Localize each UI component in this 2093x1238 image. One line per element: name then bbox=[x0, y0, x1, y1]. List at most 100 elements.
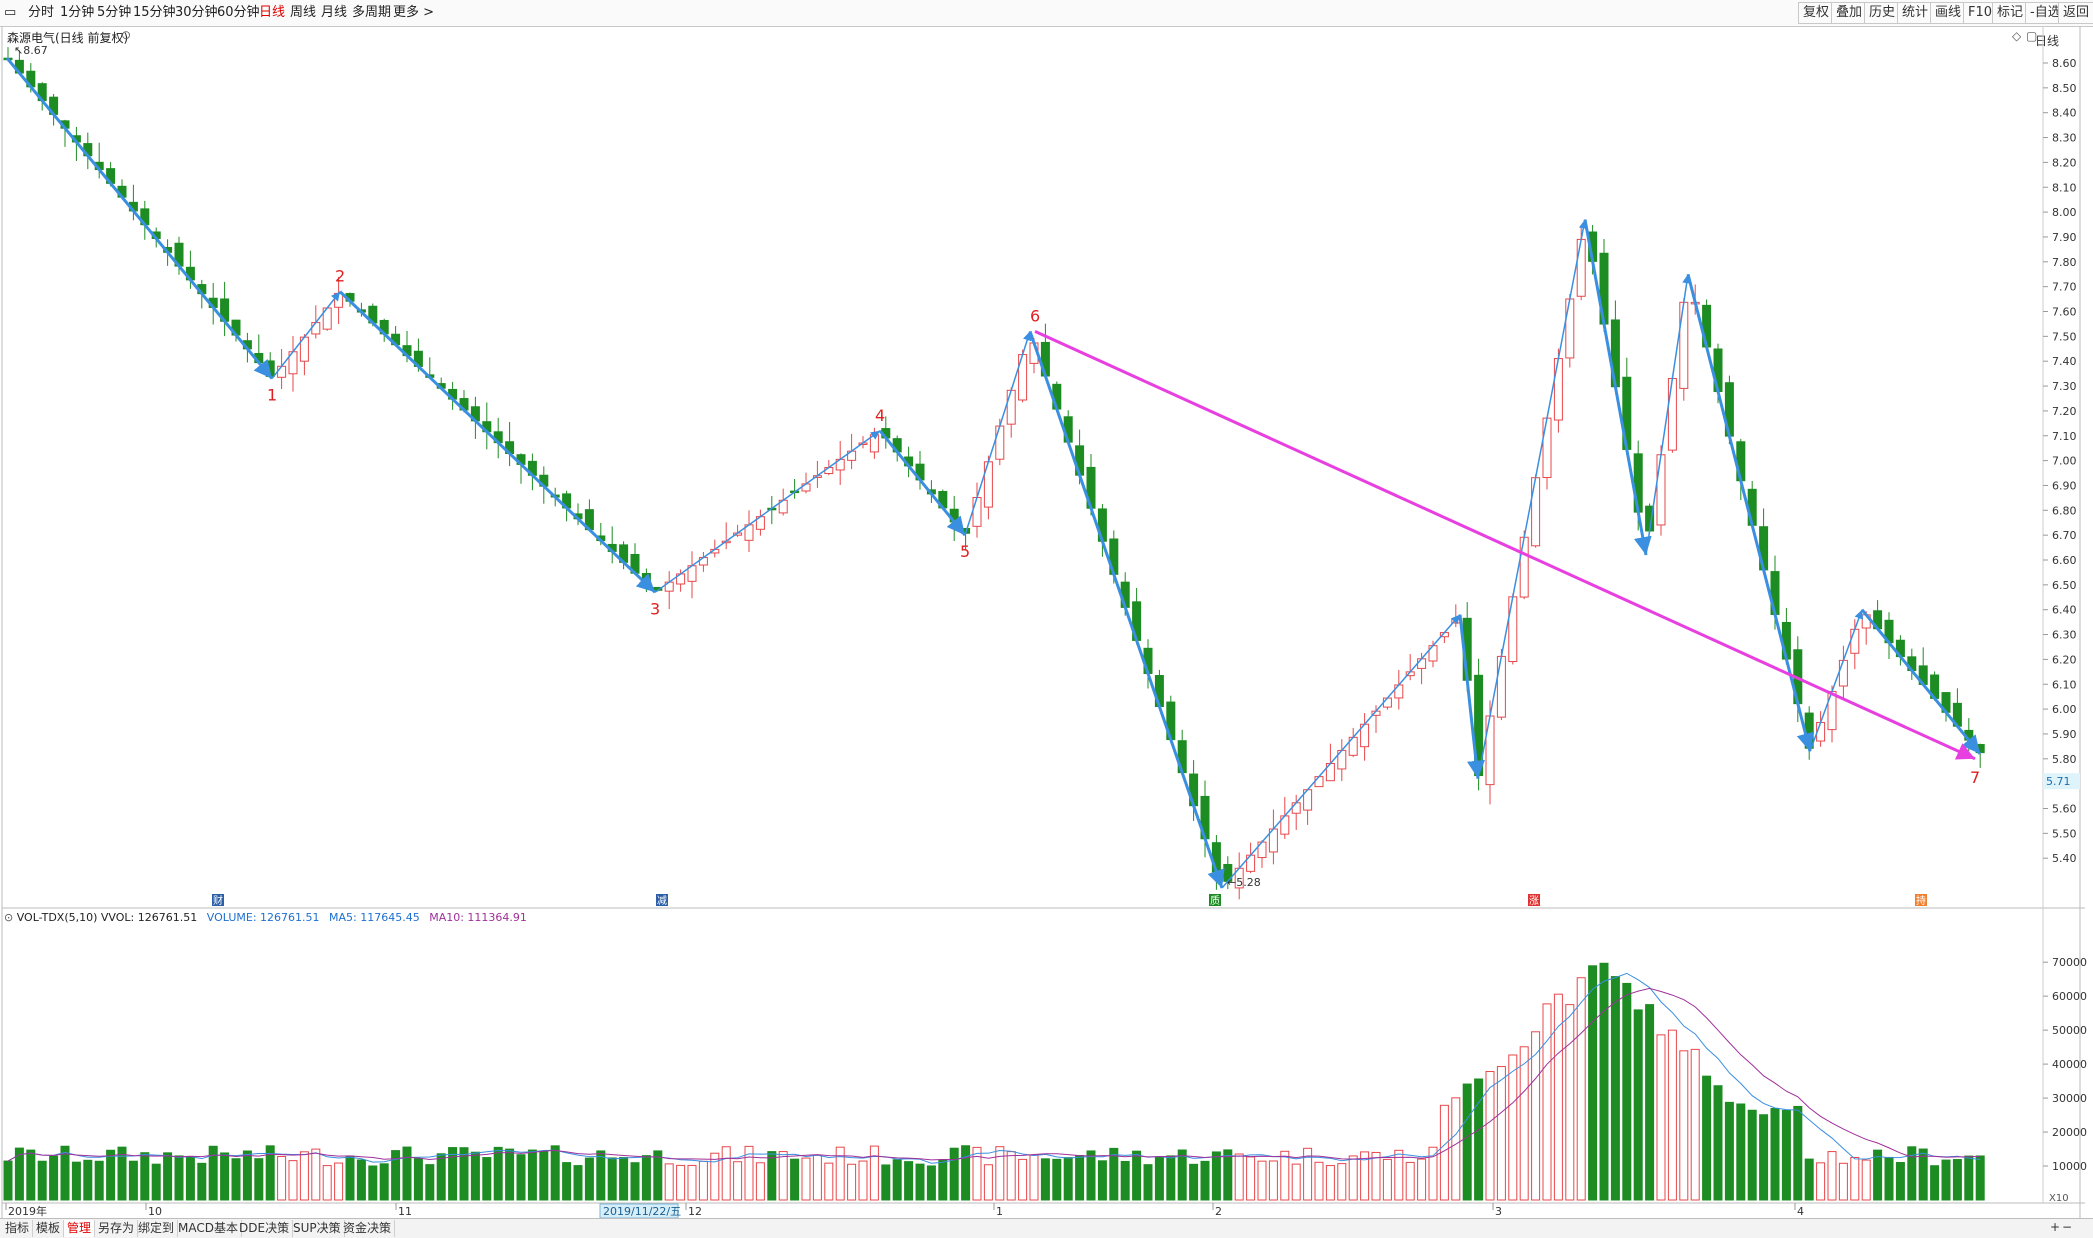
volume-bar bbox=[892, 1159, 902, 1201]
tab-save-as[interactable]: 另存为 bbox=[95, 1220, 139, 1237]
mark-button[interactable]: 标记 bbox=[1992, 2, 2029, 24]
wave-number-label: 4 bbox=[875, 406, 885, 425]
volume-bar bbox=[1075, 1154, 1085, 1201]
volume-bar bbox=[299, 1151, 309, 1201]
volume-bar bbox=[812, 1154, 822, 1201]
stats-button[interactable]: 统计 bbox=[1897, 2, 1934, 24]
candle-body bbox=[1382, 697, 1392, 708]
event-marker bbox=[212, 894, 224, 906]
axes: 8.60 8.50 8.40 8.30 8.20 8.10 8.00 7.90 7.80 7.70… bbox=[5, 57, 2087, 1218]
tab-sup[interactable]: SUP决策 bbox=[290, 1220, 345, 1237]
volume-bar bbox=[1508, 1054, 1518, 1201]
tab-manage[interactable]: 管理 bbox=[64, 1220, 96, 1237]
volume-bar bbox=[197, 1162, 207, 1201]
volume-bar bbox=[254, 1158, 264, 1201]
volume-bar bbox=[1861, 1159, 1871, 1201]
volume-bar bbox=[277, 1155, 287, 1201]
volume-bar bbox=[1018, 1158, 1028, 1201]
zoom-in-icon[interactable]: + bbox=[2050, 1220, 2061, 1234]
tab-fund[interactable]: 资金决策 bbox=[340, 1220, 396, 1237]
more-periods-button[interactable]: 更多 > bbox=[393, 5, 435, 20]
volume-bar bbox=[516, 1154, 526, 1201]
watchlist-button[interactable]: -自选 bbox=[2025, 2, 2066, 24]
volume-bar bbox=[1873, 1149, 1883, 1201]
vvol-value: VVOL: 126761.51 bbox=[100, 911, 198, 924]
period-tab-daily[interactable]: 日线 bbox=[259, 5, 286, 20]
volume-bar bbox=[128, 1160, 138, 1201]
volume-bar bbox=[1827, 1151, 1837, 1201]
tab-dde[interactable]: DDE决策 bbox=[236, 1220, 294, 1237]
diamond-icon[interactable]: ◇ bbox=[2012, 29, 2022, 43]
volume-bar bbox=[334, 1162, 344, 1201]
volume-bar bbox=[1531, 1031, 1541, 1201]
back-button[interactable]: 返回 bbox=[2058, 2, 2093, 24]
period-tab-30min[interactable]: 30分钟 bbox=[175, 5, 218, 20]
wave-segment bbox=[1860, 608, 1982, 755]
event-marker-label: 持 bbox=[1916, 894, 1926, 907]
volume-axis-label: 20000 bbox=[2052, 1126, 2087, 1139]
tab-template[interactable]: 模板 bbox=[33, 1220, 65, 1237]
price-axis-label: 6.50 bbox=[2052, 579, 2077, 592]
period-tab-fenshi[interactable]: 分时 bbox=[28, 5, 55, 20]
candle-body bbox=[1508, 596, 1518, 663]
tab-macd[interactable]: MACD基本 bbox=[175, 1220, 242, 1237]
candle-body bbox=[1485, 715, 1495, 786]
price-axis-label: 8.50 bbox=[2052, 82, 2077, 95]
volume-bar bbox=[106, 1149, 116, 1201]
price-axis-label: 8.60 bbox=[2052, 57, 2077, 70]
volume-axis-label: 60000 bbox=[2052, 990, 2087, 1003]
volume-bar bbox=[835, 1146, 845, 1201]
draw-line-button[interactable]: 画线 bbox=[1930, 2, 1967, 24]
tab-bind-to[interactable]: 绑定到 bbox=[135, 1220, 179, 1237]
price-axis-label: 5.40 bbox=[2052, 852, 2077, 865]
candle-body bbox=[1553, 358, 1563, 421]
volume-bar bbox=[790, 1158, 800, 1201]
volume-bar bbox=[778, 1151, 788, 1201]
price-axis-label: 6.90 bbox=[2052, 479, 2077, 492]
volume-collapse-icon[interactable]: ⊙ bbox=[4, 911, 14, 924]
volume-bar bbox=[630, 1162, 640, 1201]
price-axis-label: 5.50 bbox=[2052, 827, 2077, 840]
period-tab-1min[interactable]: 1分钟 bbox=[60, 5, 95, 20]
candle-body bbox=[1679, 301, 1689, 389]
price-axis-label: 8.30 bbox=[2052, 132, 2077, 145]
ma5-line bbox=[7, 972, 1981, 1164]
wave-number-label: 1 bbox=[267, 386, 277, 405]
volume-bar bbox=[1907, 1146, 1917, 1201]
price-axis-label: 6.40 bbox=[2052, 604, 2077, 617]
trend-line bbox=[1034, 330, 1976, 761]
price-axis-label: 5.60 bbox=[2052, 803, 2077, 816]
current-price-label: 5.71 bbox=[2046, 775, 2071, 788]
wave-segment bbox=[5, 57, 274, 380]
price-axis-label: 7.40 bbox=[2052, 355, 2077, 368]
period-tab-multi[interactable]: 多周期 bbox=[352, 5, 392, 20]
toggle-panel-icon[interactable]: ▭ bbox=[4, 5, 17, 20]
settings-icon[interactable]: ⊙ bbox=[121, 28, 132, 42]
volume-bar bbox=[1086, 1150, 1096, 1201]
volume-bar bbox=[1713, 1085, 1723, 1201]
volume-indicator-name[interactable]: VOL-TDX(5,10) bbox=[16, 911, 98, 924]
f10-button[interactable]: F10 bbox=[1963, 2, 1998, 24]
volume-bar bbox=[1918, 1148, 1928, 1201]
volume-bar bbox=[265, 1145, 275, 1201]
volume-bar bbox=[824, 1162, 834, 1201]
price-axis-label: 6.60 bbox=[2052, 554, 2077, 567]
price-axis-label: 7.80 bbox=[2052, 256, 2077, 269]
wave-segment bbox=[1477, 219, 1588, 779]
fuquan-button[interactable]: 复权 bbox=[1798, 2, 1835, 24]
candle-body bbox=[1565, 298, 1575, 359]
volume-bar bbox=[641, 1155, 651, 1201]
period-tab-monthly[interactable]: 月线 bbox=[321, 5, 348, 20]
candle-body bbox=[1850, 628, 1860, 654]
period-tab-5min[interactable]: 5分钟 bbox=[97, 5, 132, 20]
zoom-out-icon[interactable]: − bbox=[2062, 1220, 2073, 1234]
volume-bar bbox=[1268, 1160, 1278, 1201]
period-tab-15min[interactable]: 15分钟 bbox=[133, 5, 176, 20]
volume-bar bbox=[1223, 1149, 1233, 1201]
period-tab-weekly[interactable]: 周线 bbox=[290, 5, 317, 20]
tab-indicator[interactable]: 指标 bbox=[2, 1220, 34, 1237]
volume-bar bbox=[49, 1155, 59, 1201]
close-panel-icon[interactable]: ▢ bbox=[2026, 29, 2038, 43]
price-axis-label: 6.00 bbox=[2052, 703, 2077, 716]
period-tab-60min[interactable]: 60分钟 bbox=[217, 5, 260, 20]
